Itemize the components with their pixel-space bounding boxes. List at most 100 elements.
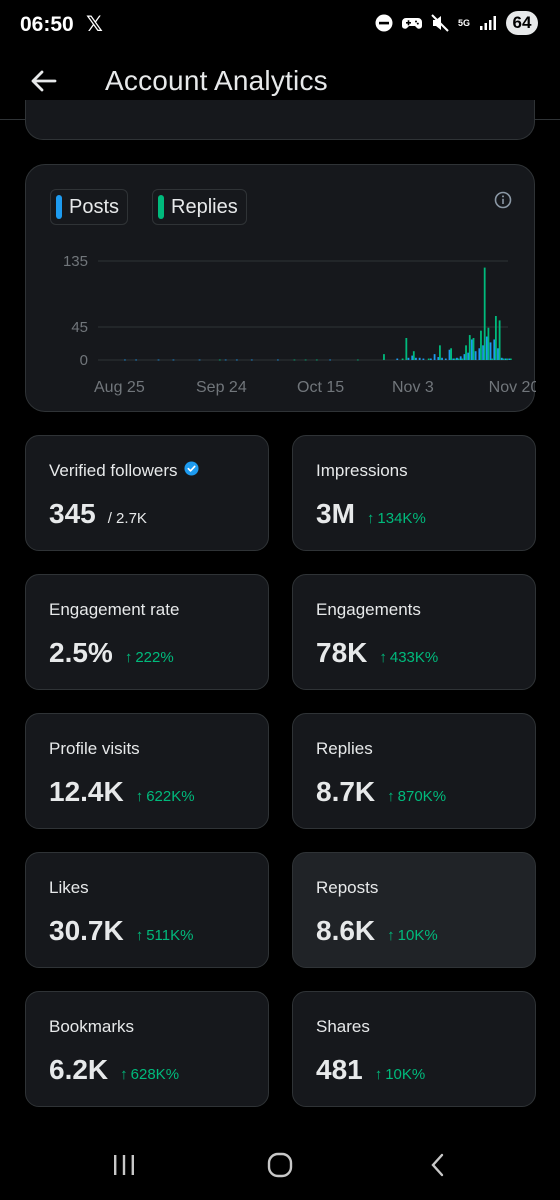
- bar-posts: [474, 351, 477, 360]
- navigation-bar: [0, 1130, 560, 1200]
- metric-label-wrap: Verified followers: [49, 461, 199, 481]
- metric-change-value: 222%: [135, 649, 174, 666]
- bar-replies: [439, 345, 441, 360]
- metric-value: 8.7K: [316, 776, 376, 807]
- bar-posts: [329, 359, 332, 361]
- verified-badge-icon: [183, 461, 199, 481]
- metric-card-profile-visits[interactable]: Profile visits 12.4K ↑ 622K%: [25, 713, 269, 829]
- bar-posts: [415, 357, 417, 360]
- x-tick-label: Oct 15: [297, 379, 344, 396]
- chart-card: 135 45 0 Aug 25 Sep 24 Oct 15 Nov 3 Nov 20 Post…: [25, 164, 536, 412]
- metric-value-row: 6.2K ↑ 628K%: [49, 1054, 179, 1086]
- bar-posts: [407, 357, 410, 360]
- info-icon[interactable]: [494, 191, 512, 209]
- arrow-up-icon: ↑: [374, 1066, 383, 1083]
- status-icons: 5G 64: [374, 11, 538, 35]
- metric-value: 481: [316, 1054, 363, 1085]
- metric-card-replies[interactable]: Replies 8.7K ↑ 870K%: [292, 713, 536, 829]
- metric-label: Engagement rate: [49, 600, 180, 619]
- bar-posts: [467, 352, 470, 360]
- bar-replies: [494, 316, 497, 360]
- metric-card-engagements[interactable]: Engagements 78K ↑ 433K%: [292, 574, 536, 690]
- metric-label-wrap: Replies: [316, 739, 373, 759]
- metric-value: 78K: [316, 637, 368, 668]
- bar-replies: [218, 359, 221, 361]
- metric-card-engagement-rate[interactable]: Engagement rate 2.5% ↑ 222%: [25, 574, 269, 690]
- metric-card-reposts[interactable]: Reposts 8.6K ↑ 10K%: [292, 852, 536, 968]
- metric-change: ↑ 870K%: [387, 788, 446, 805]
- metric-value: 2.5%: [49, 637, 113, 668]
- bar-replies: [427, 358, 430, 360]
- metric-change: ↑ 628K%: [120, 1066, 179, 1083]
- bar-replies: [465, 345, 467, 360]
- bar-posts: [276, 359, 279, 361]
- metric-value: 3M: [316, 498, 355, 529]
- bar-replies: [401, 358, 404, 360]
- bar-replies: [383, 354, 385, 360]
- metric-card-likes[interactable]: Likes 30.7K ↑ 511K%: [25, 852, 269, 968]
- metric-label: Verified followers: [49, 461, 178, 480]
- mute-icon: [430, 13, 450, 33]
- bar-posts: [429, 358, 432, 360]
- bar-replies: [412, 351, 415, 360]
- back-icon[interactable]: [418, 1148, 458, 1182]
- metric-label-wrap: Engagements: [316, 600, 421, 620]
- bar-replies: [472, 338, 475, 360]
- metric-label-wrap: Reposts: [316, 878, 378, 898]
- legend-posts[interactable]: Posts: [50, 189, 129, 225]
- x-tick-label: Nov 20: [489, 379, 536, 396]
- replies-swatch: [158, 195, 165, 219]
- bar-replies: [502, 358, 505, 360]
- metric-card-impressions[interactable]: Impressions 3M ↑ 134K%: [292, 435, 536, 551]
- bar-posts: [485, 336, 488, 360]
- metric-label-wrap: Engagement rate: [49, 600, 179, 620]
- metric-value: 345: [49, 498, 96, 529]
- metric-label-wrap: Profile visits: [49, 739, 140, 759]
- bar-posts: [418, 357, 421, 360]
- metric-value: 30.7K: [49, 915, 124, 946]
- metric-label: Replies: [316, 739, 373, 758]
- bar-posts: [157, 359, 160, 361]
- bar-replies: [453, 358, 456, 360]
- bar-posts: [135, 359, 138, 361]
- metric-label-wrap: Likes: [49, 878, 89, 898]
- bar-posts: [497, 348, 499, 360]
- metric-change-value: 511K%: [146, 927, 194, 944]
- status-bar: 06:50 𝕏 5G 64: [0, 0, 560, 50]
- metric-change-value: 870K%: [397, 788, 447, 805]
- battery-indicator: 64: [506, 11, 538, 35]
- back-arrow-icon[interactable]: [26, 64, 60, 98]
- bar-posts: [444, 358, 447, 360]
- metric-label: Impressions: [316, 461, 408, 480]
- metric-value-row: 8.6K ↑ 10K%: [316, 915, 438, 947]
- metric-label: Shares: [316, 1017, 370, 1036]
- metric-change: ↑ 222%: [125, 649, 174, 666]
- metric-change-value: 433K%: [389, 649, 439, 666]
- bar-posts: [478, 348, 481, 360]
- legend-replies[interactable]: Replies: [152, 189, 247, 225]
- bar-replies: [498, 320, 501, 360]
- bar-posts: [456, 357, 458, 360]
- legend-posts-label: Posts: [69, 195, 120, 218]
- metric-change: ↑ 433K%: [379, 649, 438, 666]
- bar-posts: [500, 357, 503, 360]
- home-icon[interactable]: [260, 1148, 300, 1182]
- metric-value: 6.2K: [49, 1054, 109, 1085]
- arrow-up-icon: ↑: [366, 510, 375, 527]
- y-tick-label: 45: [71, 319, 88, 336]
- recent-apps-icon[interactable]: [104, 1148, 144, 1182]
- y-tick-label: 135: [63, 253, 88, 270]
- bar-posts: [459, 356, 462, 360]
- metric-card-bookmarks[interactable]: Bookmarks 6.2K ↑ 628K%: [25, 991, 269, 1107]
- bar-posts: [224, 359, 227, 361]
- metric-card-verified-followers[interactable]: Verified followers 345 / 2.7K: [25, 435, 269, 551]
- metric-change-value: 628K%: [130, 1066, 180, 1083]
- x-tick-label: Aug 25: [94, 379, 145, 396]
- metric-change-value: 134K%: [377, 510, 426, 527]
- bar-replies: [483, 267, 486, 360]
- bar-posts: [433, 354, 436, 360]
- metric-card-shares[interactable]: Shares 481 ↑ 10K%: [292, 991, 536, 1107]
- signal-icon: [478, 13, 498, 33]
- bar-replies: [304, 359, 307, 361]
- arrow-up-icon: ↑: [379, 649, 387, 666]
